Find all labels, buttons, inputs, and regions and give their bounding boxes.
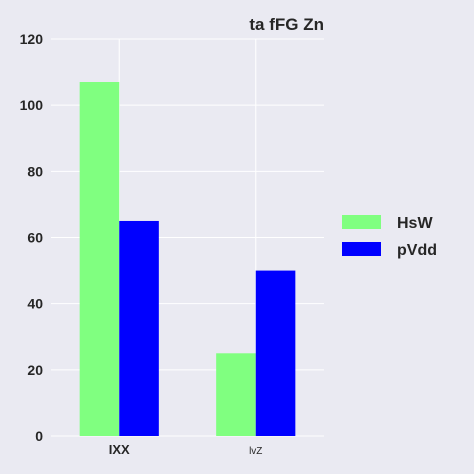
- bar-HsW-lvZ: [216, 353, 256, 436]
- y-tick-label: 80: [27, 163, 43, 179]
- legend: HsW pVdd: [342, 215, 437, 259]
- x-axis-ticks: IXX lvZ: [109, 442, 263, 457]
- bar-pVdd-IXX: [119, 220, 159, 436]
- bars: [79, 82, 296, 436]
- legend-label: pVdd: [397, 242, 437, 259]
- bar-pVdd-lvZ: [255, 270, 296, 436]
- x-tick-label: IXX: [109, 442, 130, 457]
- legend-swatch: [342, 242, 381, 256]
- y-tick-label: 60: [27, 230, 43, 246]
- y-tick-label: 100: [20, 97, 44, 113]
- y-tick-label: 120: [20, 31, 44, 47]
- y-tick-label: 0: [35, 428, 43, 444]
- y-tick-label: 20: [27, 362, 43, 378]
- legend-label: HsW: [397, 215, 433, 232]
- y-axis-ticks: 0 20 40 60 80 100 120: [20, 31, 44, 444]
- y-tick-label: 40: [27, 296, 43, 312]
- bar-HsW-IXX: [79, 82, 120, 436]
- legend-swatch: [342, 215, 381, 229]
- chart-title: ta fFG Zn: [249, 15, 324, 34]
- x-tick-label: lvZ: [249, 446, 262, 457]
